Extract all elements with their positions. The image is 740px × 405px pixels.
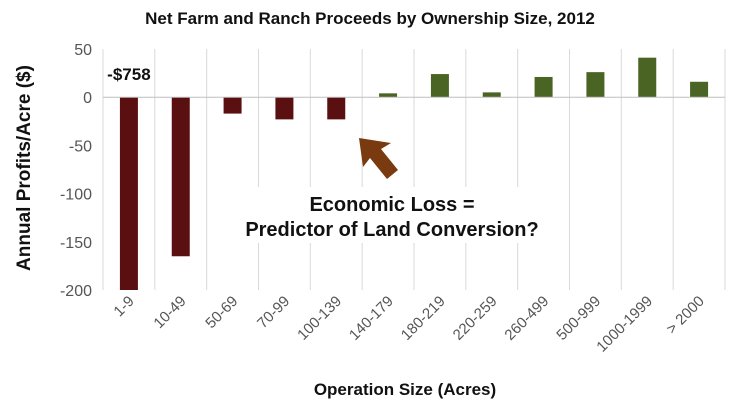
grid-lines	[102, 49, 726, 290]
bar	[638, 57, 657, 98]
bar	[223, 97, 242, 114]
y-axis-label: Annual Profits/Acre ($)	[14, 65, 35, 271]
bar	[275, 97, 294, 120]
x-tick-label: 1000-1999	[593, 293, 656, 356]
y-tick-labels: 50 0 -50 -100 -150 -200	[60, 42, 92, 300]
y-tick-label: -100	[60, 187, 92, 204]
data-label-first-bar: -$758	[107, 65, 150, 84]
x-tick-label: 180-219	[398, 293, 449, 344]
x-tick-label: 1-9	[110, 293, 137, 320]
callout-line-1: Economic Loss =	[309, 194, 474, 216]
x-tick-labels: 1-9 10-49 50-69 70-99 100-139 140-179 180-219 2…	[110, 293, 708, 356]
bar	[327, 97, 346, 120]
y-tick-label: 50	[74, 42, 92, 59]
y-tick-label: -200	[60, 283, 92, 300]
bar	[482, 92, 501, 98]
x-tick-label: 50-69	[202, 293, 241, 332]
bars	[119, 57, 709, 290]
x-tick-label: 140-179	[346, 293, 397, 344]
x-tick-label: > 2000	[663, 293, 708, 338]
x-tick-label: 100-139	[294, 293, 345, 344]
bar	[430, 74, 449, 98]
x-tick-label: 10-49	[150, 293, 189, 332]
y-tick-label: -150	[60, 235, 92, 252]
bar	[171, 97, 190, 257]
x-tick-label: 500-999	[553, 293, 604, 344]
callout-background	[237, 187, 547, 243]
bar	[586, 72, 605, 98]
y-tick-label: 0	[83, 90, 92, 107]
x-axis-label: Operation Size (Acres)	[314, 380, 496, 399]
arrow-icon	[359, 138, 398, 179]
callout-line-2: Predictor of Land Conversion?	[245, 219, 538, 241]
y-tick-label: -50	[69, 138, 92, 155]
x-tick-label: 70-99	[254, 293, 293, 332]
x-tick-label: 260-499	[501, 293, 552, 344]
bar	[534, 76, 553, 98]
callout-box: Economic Loss = Predictor of Land Conver…	[237, 187, 547, 243]
chart-title: Net Farm and Ranch Proceeds by Ownership…	[145, 9, 595, 28]
bar	[119, 97, 138, 290]
bar	[690, 81, 709, 98]
bar	[379, 93, 398, 98]
x-tick-label: 220-259	[450, 293, 501, 344]
